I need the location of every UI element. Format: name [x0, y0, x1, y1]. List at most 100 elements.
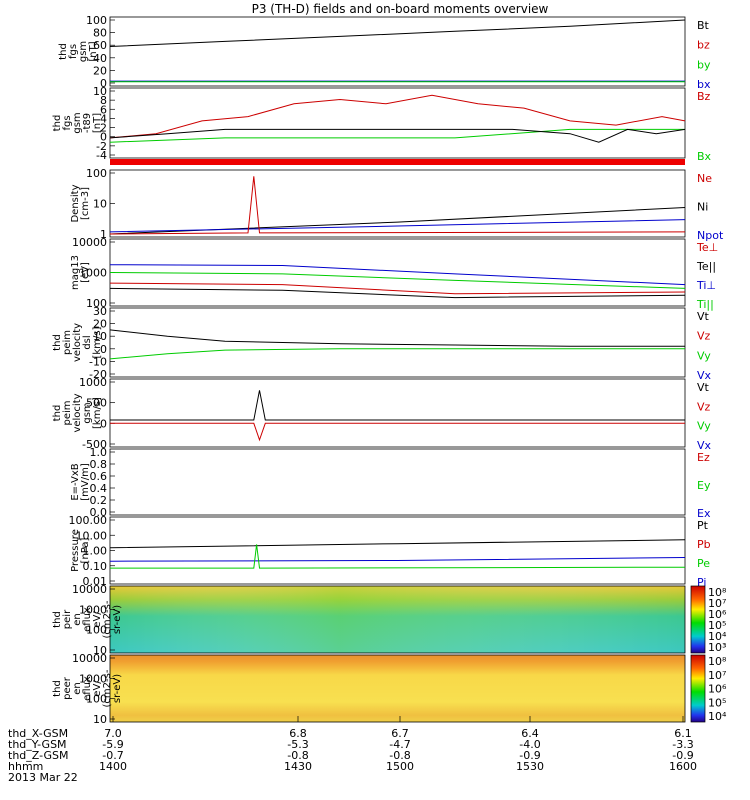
series-Pe: [110, 544, 686, 569]
y-tick-label: -4: [96, 149, 107, 162]
y-tick-label: 0.0: [90, 506, 108, 519]
x-axis-value: -4.7: [389, 738, 410, 751]
x-axis-value: -0.9: [519, 749, 540, 762]
panel-frame: [109, 448, 686, 516]
legend-black: Bt: [697, 19, 710, 32]
y-axis-label: gsm: [72, 112, 83, 133]
y-axis-label: fgs: [68, 44, 79, 59]
y-axis-label: fgs: [62, 115, 73, 130]
legend-red: Ne: [697, 172, 712, 185]
y-tick-label: 1.00: [83, 545, 108, 558]
y-tick-label: 10: [93, 330, 107, 343]
legend-green: Pe: [697, 557, 710, 570]
y-tick-label: 0.4: [90, 482, 108, 495]
y-tick-label: 0.01: [83, 575, 108, 588]
y-tick-label: -2: [96, 140, 107, 153]
panel-frame: [109, 378, 686, 448]
series-Vz: [110, 422, 685, 442]
y-tick-label: 4: [100, 112, 107, 125]
x-axis-row-label: hhmm: [8, 760, 43, 773]
plot-title: P3 (TH-D) fields and on-board moments ov…: [252, 2, 549, 16]
series-Te⊥: [109, 282, 686, 295]
y-axis-label: eflux: [82, 607, 93, 632]
panel-frame: [109, 585, 686, 654]
series-Vt: [109, 329, 685, 347]
y-axis-label: velocity: [72, 393, 83, 432]
legend-red: bz: [697, 39, 710, 52]
y-tick-label: 30: [93, 305, 107, 318]
legend-green: by: [697, 58, 711, 71]
y-tick-label: 10000: [72, 583, 107, 596]
y-tick-label: -20: [89, 368, 107, 381]
legend-red: Ez: [697, 451, 710, 464]
y-axis-label: [mV/m]: [80, 463, 91, 501]
colorbar: [690, 585, 706, 654]
series-Vy: [109, 348, 685, 360]
y-tick-label: 1: [100, 228, 107, 241]
y-tick-label: 10: [93, 644, 107, 657]
y-axis-label: thd: [52, 611, 63, 628]
legend-red: Pb: [697, 538, 711, 551]
x-axis-value: 6.4: [521, 727, 539, 740]
colorbar-tick-label: 10⁵: [708, 619, 726, 632]
legend-black: Vt: [697, 381, 710, 394]
y-tick-label: 40: [93, 52, 107, 65]
legend-red: Bz: [697, 90, 711, 103]
y-axis-label: gsm: [82, 402, 93, 423]
legend-black: Vt: [697, 310, 710, 323]
series-Bz: [109, 94, 686, 139]
y-axis-label: peim: [62, 400, 73, 425]
y-tick-label: 1000: [79, 376, 107, 389]
x-axis-value: -4.0: [519, 738, 540, 751]
y-axis-label: [km/s]: [92, 326, 103, 358]
x-axis-table: thd_X-GSM 7.0 6.8 6.7 6.4 6.1 thd_Y-GSM -5.9 -5.…: [8, 716, 697, 784]
legend-red: Vz: [697, 400, 711, 413]
panel-frame: [109, 169, 686, 238]
colorbar-tick-label: 10⁶: [708, 683, 727, 696]
x-axis-value: -5.3: [287, 738, 308, 751]
y-axis-label: Density: [70, 184, 81, 222]
legend-green: Vy: [697, 349, 711, 362]
series-Ne: [109, 176, 686, 235]
panel-frame: [109, 654, 686, 723]
y-axis-label: thd: [52, 680, 63, 697]
legend-blue: Vx: [697, 439, 712, 452]
y-tick-label: -10: [89, 355, 107, 368]
series-Bt: [109, 19, 686, 47]
y-axis-label: peer: [62, 676, 73, 700]
y-axis-label: en: [72, 682, 83, 695]
x-axis-value: -0.8: [287, 749, 308, 762]
panel-frame: [109, 87, 686, 159]
y-tick-label: 10000: [72, 652, 107, 665]
y-tick-label: 10000: [72, 236, 107, 249]
y-axis-label: eV/: [92, 611, 103, 628]
x-axis-value: 1400: [99, 760, 127, 773]
y-tick-label: 0: [100, 343, 107, 356]
legend-green: Vy: [697, 420, 711, 433]
legend-blue: Ti⊥: [696, 279, 716, 292]
y-tick-label: 8: [100, 94, 107, 107]
y-axis-label: (cm2-s-: [102, 669, 113, 707]
y-axis-label: [cm-3]: [80, 187, 91, 220]
series-Ti⊥: [109, 264, 686, 286]
legend-blue: Npot: [697, 229, 724, 242]
spectrogram-10: [110, 655, 685, 722]
y-tick-label: 100: [86, 167, 107, 180]
y-tick-label: 80: [93, 27, 107, 40]
x-axis-value: 6.1: [674, 727, 692, 740]
y-axis-label: gsm: [78, 41, 89, 62]
legend-green: Bx: [697, 150, 712, 163]
y-axis-label: Pressure: [70, 529, 81, 572]
x-axis-value: 6.7: [391, 727, 409, 740]
series-Pt: [109, 539, 686, 549]
x-axis-value: -3.3: [672, 738, 693, 751]
y-axis-label: E=-VxB: [70, 463, 81, 500]
y-tick-label: 10: [93, 85, 107, 98]
y-axis-label: [nT]: [92, 113, 103, 133]
y-axis-label: thd: [58, 43, 69, 60]
x-axis-value: -0.8: [389, 749, 410, 762]
y-tick-label: 1.0: [90, 446, 108, 459]
